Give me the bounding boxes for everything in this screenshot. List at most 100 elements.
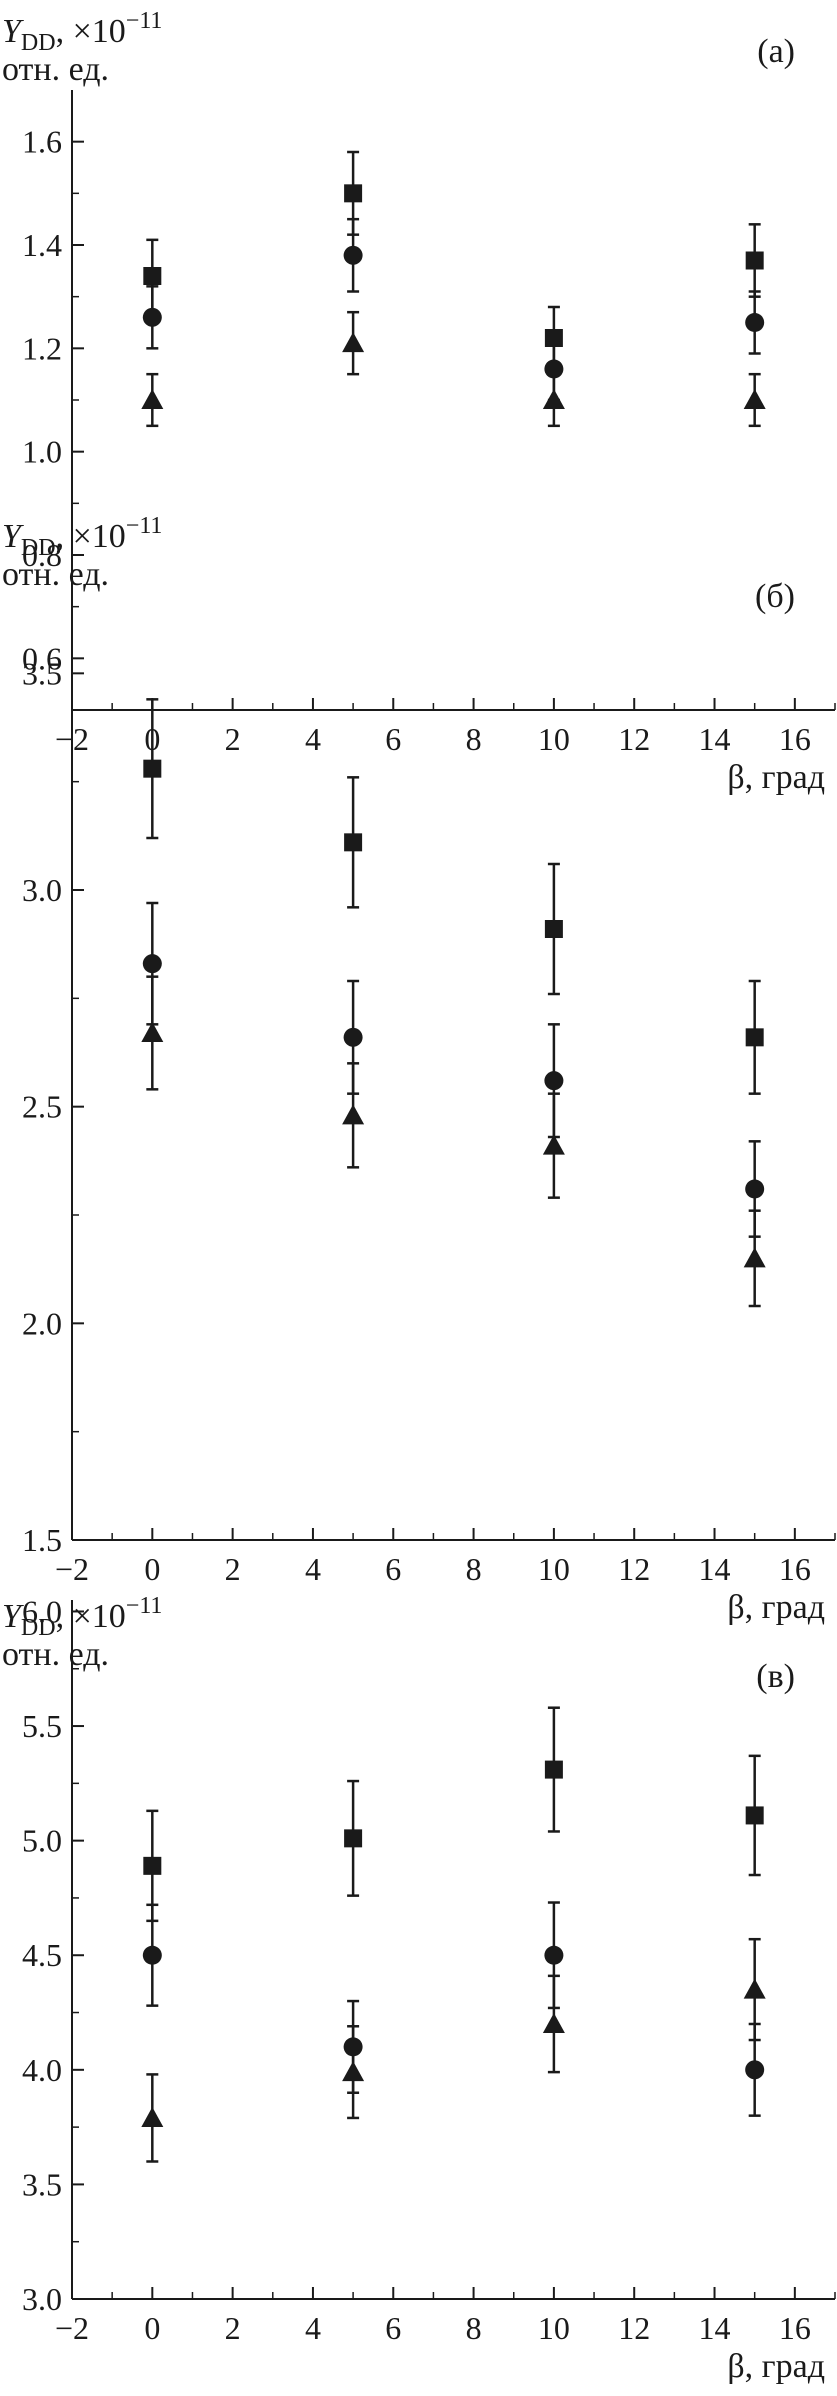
y-axis-title: YDD, ×10−11 [2,1593,162,1641]
y-tick-label: 5.0 [22,1823,62,1859]
data-point-triangle [743,389,766,409]
y-tick-label: 4.5 [22,1937,62,1973]
x-tick-label: 16 [779,1551,811,1587]
x-tick-label: 16 [779,2310,811,2346]
y-axis-exponent: −11 [126,513,163,539]
data-point-triangle [141,2106,164,2127]
x-axis-title: β, град [727,1589,825,1626]
panel-label: (б) [755,578,795,615]
x-tick-label: 6 [385,2310,401,2346]
x-tick-label: 6 [385,721,401,757]
data-point-triangle [342,1104,365,1125]
data-point-square [745,251,764,270]
data-point-triangle [542,1134,565,1155]
data-point-triangle [743,1247,766,1268]
y-axis-title: YDD, ×10−11 [2,513,162,561]
x-tick-label: 2 [225,721,241,757]
y-tick-label: 6.0 [22,1593,62,1629]
x-tick-label: 12 [618,2310,650,2346]
data-point-circle [745,313,765,332]
x-tick-label: −2 [55,1551,89,1587]
x-tick-label: 0 [144,2310,160,2346]
x-tick-label: 0 [144,1551,160,1587]
y-tick-label: 3.5 [22,2166,62,2202]
data-point-circle [343,245,363,265]
x-tick-label: 4 [305,2310,321,2346]
y-axis-exponent: −11 [126,1593,163,1619]
x-tick-label: 12 [618,721,650,757]
y-tick-label: 1.2 [22,330,62,366]
x-tick-label: 14 [699,721,731,757]
x-tick-label: 12 [618,1551,650,1587]
y-tick-label: 3.0 [22,872,62,908]
y-tick-label: 1.6 [22,124,62,160]
x-tick-label: 14 [699,1551,731,1587]
data-point-square [143,267,162,285]
x-axis-title: β, град [727,2348,825,2385]
x-tick-label: 8 [466,721,482,757]
y-axis-unit: отн. ед. [2,556,109,593]
data-point-triangle [342,2061,365,2082]
data-point-square [745,1806,764,1825]
data-point-triangle [542,2012,565,2033]
data-point-square [344,833,363,852]
y-axis-symbol: Y [2,1598,24,1635]
x-axis-title: β, град [727,759,825,796]
x-tick-label: 14 [699,2310,731,2346]
data-point-circle [745,1179,765,1199]
data-point-triangle [342,332,365,353]
y-axis-symbol: Y [2,13,24,50]
y-tick-label: 0.8 [22,537,62,573]
data-point-triangle [141,1022,164,1042]
x-tick-label: 10 [538,721,570,757]
data-point-circle [343,1027,363,1047]
x-tick-label: 8 [466,2310,482,2346]
data-point-square [143,759,162,778]
y-axis-multiplier: , ×10 [56,518,126,555]
data-point-triangle [141,389,164,409]
x-tick-label: 16 [779,721,811,757]
data-point-square [544,920,563,938]
y-axis-multiplier: , ×10 [56,13,126,50]
y-tick-label: 1.5 [22,1522,62,1558]
y-axis-subscript: DD [21,30,56,56]
y-tick-label: 1.4 [22,227,62,263]
y-tick-label: 1.0 [22,434,62,470]
x-tick-label: 2 [225,1551,241,1587]
x-tick-label: 2 [225,2310,241,2346]
x-tick-label: 4 [305,1551,321,1587]
x-tick-label: 8 [466,1551,482,1587]
data-point-circle [745,2060,765,2080]
y-tick-label: 4.0 [22,2052,62,2088]
y-tick-label: 3.5 [22,655,62,691]
y-tick-label: 2.5 [22,1089,62,1125]
data-point-square [544,1760,563,1779]
y-axis-multiplier: , ×10 [56,1598,126,1635]
data-point-square [344,1829,363,1848]
data-point-square [143,1856,162,1875]
data-point-circle [142,1945,162,1965]
panel-label: (в) [756,1658,795,1695]
y-axis-title: YDD, ×10−11 [2,8,162,56]
x-tick-label: −2 [55,2310,89,2346]
y-axis-unit: отн. ед. [2,1636,109,1673]
data-point-square [344,184,363,203]
y-axis-unit: отн. ед. [2,51,109,88]
y-axis-exponent: −11 [126,8,163,34]
panel-label: (а) [757,33,795,70]
y-tick-label: 2.0 [22,1305,62,1341]
x-tick-label: 10 [538,1551,570,1587]
y-tick-label: 3.0 [22,2281,62,2317]
y-axis-subscript: DD [21,535,56,561]
data-point-circle [544,1945,564,1965]
y-axis-symbol: Y [2,518,24,555]
data-point-circle [142,954,162,974]
x-tick-label: 4 [305,721,321,757]
data-point-triangle [542,389,565,409]
data-point-square [745,1028,764,1047]
y-tick-label: 5.5 [22,1708,62,1744]
